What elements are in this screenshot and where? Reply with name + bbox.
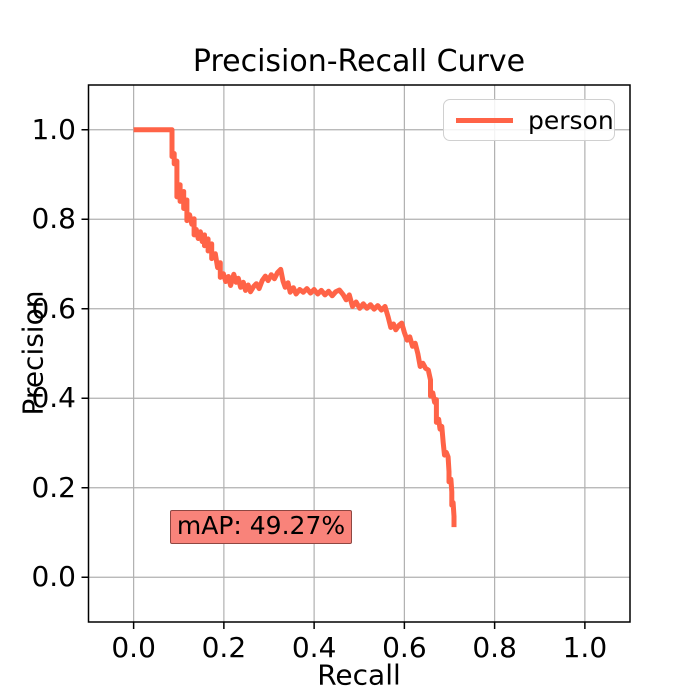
x-axis-label: Recall bbox=[317, 658, 401, 692]
plot-frame bbox=[87, 84, 631, 623]
y-axis-label: Precision bbox=[16, 290, 50, 416]
legend-line-sample bbox=[456, 117, 513, 123]
pr-curve-line bbox=[133, 127, 457, 528]
gridlines bbox=[88, 85, 630, 622]
axis-tick-marks bbox=[81, 129, 586, 629]
map-annotation: mAP: 49.27% bbox=[170, 510, 352, 544]
legend-label: person bbox=[528, 105, 614, 135]
chart-title: Precision-Recall Curve bbox=[192, 44, 526, 79]
legend: person bbox=[443, 99, 615, 141]
